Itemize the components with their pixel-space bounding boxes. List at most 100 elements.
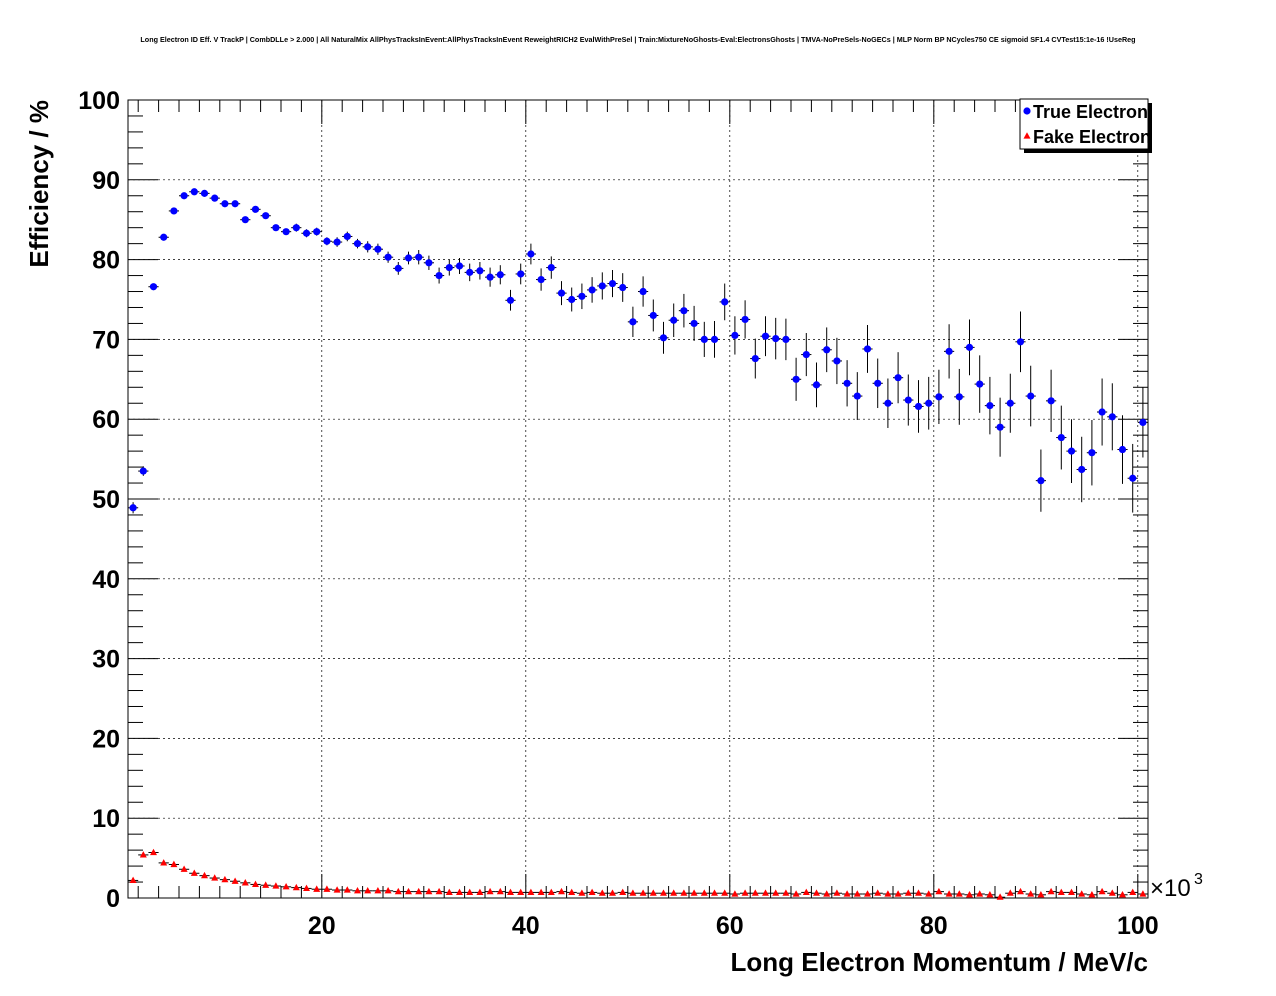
data-point bbox=[903, 889, 914, 896]
true-electron-marker bbox=[721, 298, 729, 306]
fake-electron-marker bbox=[456, 888, 463, 896]
true-electron-marker bbox=[251, 205, 260, 213]
fake-electron-marker bbox=[609, 889, 616, 896]
true-electron-marker bbox=[547, 263, 555, 272]
data-point bbox=[189, 188, 200, 196]
data-point bbox=[719, 889, 730, 896]
x-tick-label: 100 bbox=[1117, 912, 1159, 940]
data-point bbox=[1035, 449, 1046, 512]
y-tick-label: 20 bbox=[92, 725, 120, 753]
fake-electron-marker bbox=[496, 887, 504, 895]
data-point bbox=[780, 318, 791, 361]
fake-electron-marker bbox=[792, 890, 800, 897]
fake-electron-marker bbox=[547, 888, 555, 896]
data-point bbox=[1056, 405, 1067, 470]
x-multiplier-exponent: 3 bbox=[1194, 871, 1203, 888]
fake-electron-marker bbox=[364, 887, 372, 894]
true-electron-marker bbox=[578, 292, 586, 300]
data-point bbox=[413, 887, 424, 895]
data-point bbox=[1046, 887, 1057, 895]
data-point bbox=[383, 251, 394, 263]
data-point bbox=[434, 887, 445, 895]
data-point bbox=[638, 889, 649, 896]
true-electron-marker bbox=[1118, 445, 1127, 454]
data-point bbox=[515, 263, 526, 285]
data-point bbox=[301, 884, 312, 892]
true-electron-marker bbox=[231, 200, 239, 208]
true-electron-marker bbox=[823, 346, 831, 354]
true-electron-marker bbox=[415, 253, 423, 261]
data-point bbox=[260, 212, 271, 220]
true-electron-marker bbox=[537, 275, 545, 284]
legend-entry: True Electron bbox=[1023, 102, 1148, 122]
data-point bbox=[750, 338, 761, 379]
x-multiplier: ×10 3 bbox=[1150, 871, 1203, 902]
true-electron-marker bbox=[659, 334, 668, 342]
fake-electron-marker bbox=[813, 889, 820, 896]
data-point bbox=[944, 324, 955, 379]
data-point bbox=[689, 889, 700, 896]
data-point bbox=[281, 883, 292, 890]
data-point bbox=[505, 888, 516, 896]
true-electron-marker bbox=[925, 399, 933, 407]
data-point bbox=[658, 321, 669, 354]
true-electron-marker bbox=[965, 343, 974, 351]
true-electron-marker bbox=[200, 189, 209, 197]
true-electron-marker bbox=[843, 379, 851, 387]
fake-electron-marker bbox=[843, 890, 851, 897]
data-point bbox=[923, 890, 934, 897]
fake-electron-marker bbox=[1037, 891, 1045, 898]
data-point bbox=[1046, 369, 1057, 432]
data-point bbox=[1127, 443, 1138, 513]
data-point bbox=[525, 888, 536, 896]
true-electron-marker bbox=[955, 393, 963, 401]
true-electron-marker bbox=[1067, 447, 1076, 455]
true-electron-marker bbox=[374, 245, 382, 253]
x-tick-label: 80 bbox=[920, 912, 948, 940]
fake-electron-marker bbox=[884, 890, 892, 897]
legend-box bbox=[1019, 98, 1149, 150]
data-point bbox=[372, 243, 383, 255]
data-point bbox=[485, 887, 496, 895]
data-point bbox=[984, 891, 995, 898]
fake-electron-marker bbox=[1088, 891, 1096, 898]
data-point bbox=[709, 321, 720, 358]
fake-electron-marker bbox=[211, 874, 219, 881]
data-point bbox=[668, 889, 679, 896]
series-fake-electron bbox=[128, 848, 1148, 900]
grid bbox=[128, 100, 1148, 898]
data-point bbox=[893, 890, 904, 897]
data-point bbox=[964, 319, 975, 376]
true-electron-marker bbox=[343, 232, 351, 241]
true-electron-marker bbox=[710, 335, 719, 343]
fake-electron-marker bbox=[680, 889, 688, 896]
data-point bbox=[556, 281, 567, 306]
true-electron-marker bbox=[1129, 474, 1137, 482]
data-point bbox=[974, 355, 985, 413]
fake-electron-marker bbox=[139, 851, 147, 858]
data-point bbox=[1107, 889, 1118, 896]
fake-electron-marker bbox=[190, 869, 198, 876]
true-electron-marker bbox=[425, 259, 433, 267]
fake-electron-marker bbox=[894, 890, 902, 897]
fake-electron-marker bbox=[1047, 887, 1055, 895]
y-tick-label: 80 bbox=[92, 247, 120, 275]
data-point bbox=[352, 887, 363, 894]
true-electron-marker bbox=[568, 295, 576, 304]
data-point bbox=[576, 889, 587, 896]
series-true-electron bbox=[128, 188, 1148, 514]
data-point bbox=[617, 888, 628, 896]
data-point bbox=[1117, 891, 1128, 898]
data-point bbox=[862, 890, 873, 897]
data-point bbox=[842, 360, 853, 407]
data-point bbox=[1127, 888, 1138, 896]
data-point bbox=[1086, 419, 1097, 486]
data-point bbox=[1066, 419, 1077, 484]
data-point bbox=[423, 255, 434, 270]
data-point bbox=[291, 883, 302, 891]
data-point bbox=[1086, 891, 1097, 898]
fake-electron-marker bbox=[945, 890, 953, 897]
data-point bbox=[964, 891, 975, 898]
legend-label: True Electron bbox=[1033, 102, 1148, 122]
data-point bbox=[128, 876, 139, 884]
